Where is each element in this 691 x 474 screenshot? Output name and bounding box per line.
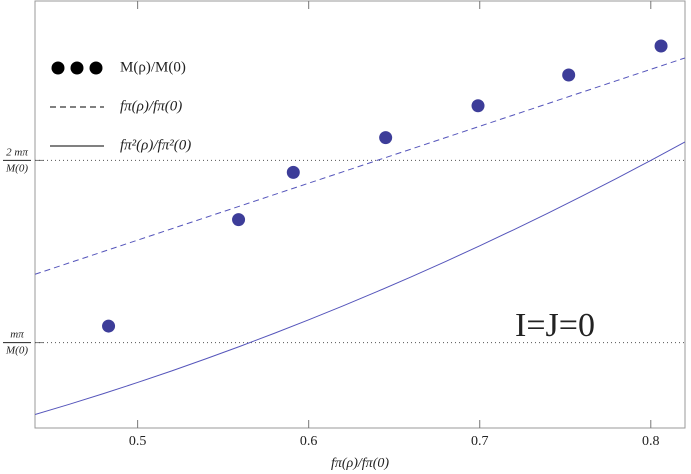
plot-frame — [34, 0, 686, 429]
y-tick-label: 2 mπ M(0) — [5, 146, 28, 174]
y-tick-label: mπ M(0) — [5, 328, 28, 356]
data-line — [35, 141, 685, 416]
x-tick-label: 0.7 — [471, 434, 489, 449]
x-tick-label: 0.6 — [300, 434, 318, 449]
annotation: I=J=0 — [515, 307, 595, 344]
data-line — [35, 57, 685, 275]
data-point — [562, 68, 576, 82]
legend-label: M(ρ)/M(0) — [120, 59, 186, 75]
data-point — [102, 319, 116, 333]
y-tick-label-text: 2 mπ M(0) — [5, 146, 28, 174]
legend-label: fπ²(ρ)/fπ²(0) — [120, 137, 191, 153]
x-tick-label: 0.8 — [642, 434, 660, 449]
y-tick-label-text: mπ M(0) — [5, 328, 28, 356]
legend-marker — [51, 61, 65, 75]
data-point — [232, 213, 246, 227]
data-point — [379, 131, 393, 145]
data-point — [471, 99, 485, 113]
legend-marker — [89, 61, 103, 75]
x-axis-label: fπ(ρ)/fπ(0) — [331, 456, 389, 471]
data-point — [654, 39, 668, 53]
data-point — [286, 165, 300, 179]
legend-marker — [70, 61, 84, 75]
legend-label: fπ(ρ)/fπ(0) — [120, 98, 182, 114]
x-tick-label: 0.5 — [129, 434, 147, 449]
